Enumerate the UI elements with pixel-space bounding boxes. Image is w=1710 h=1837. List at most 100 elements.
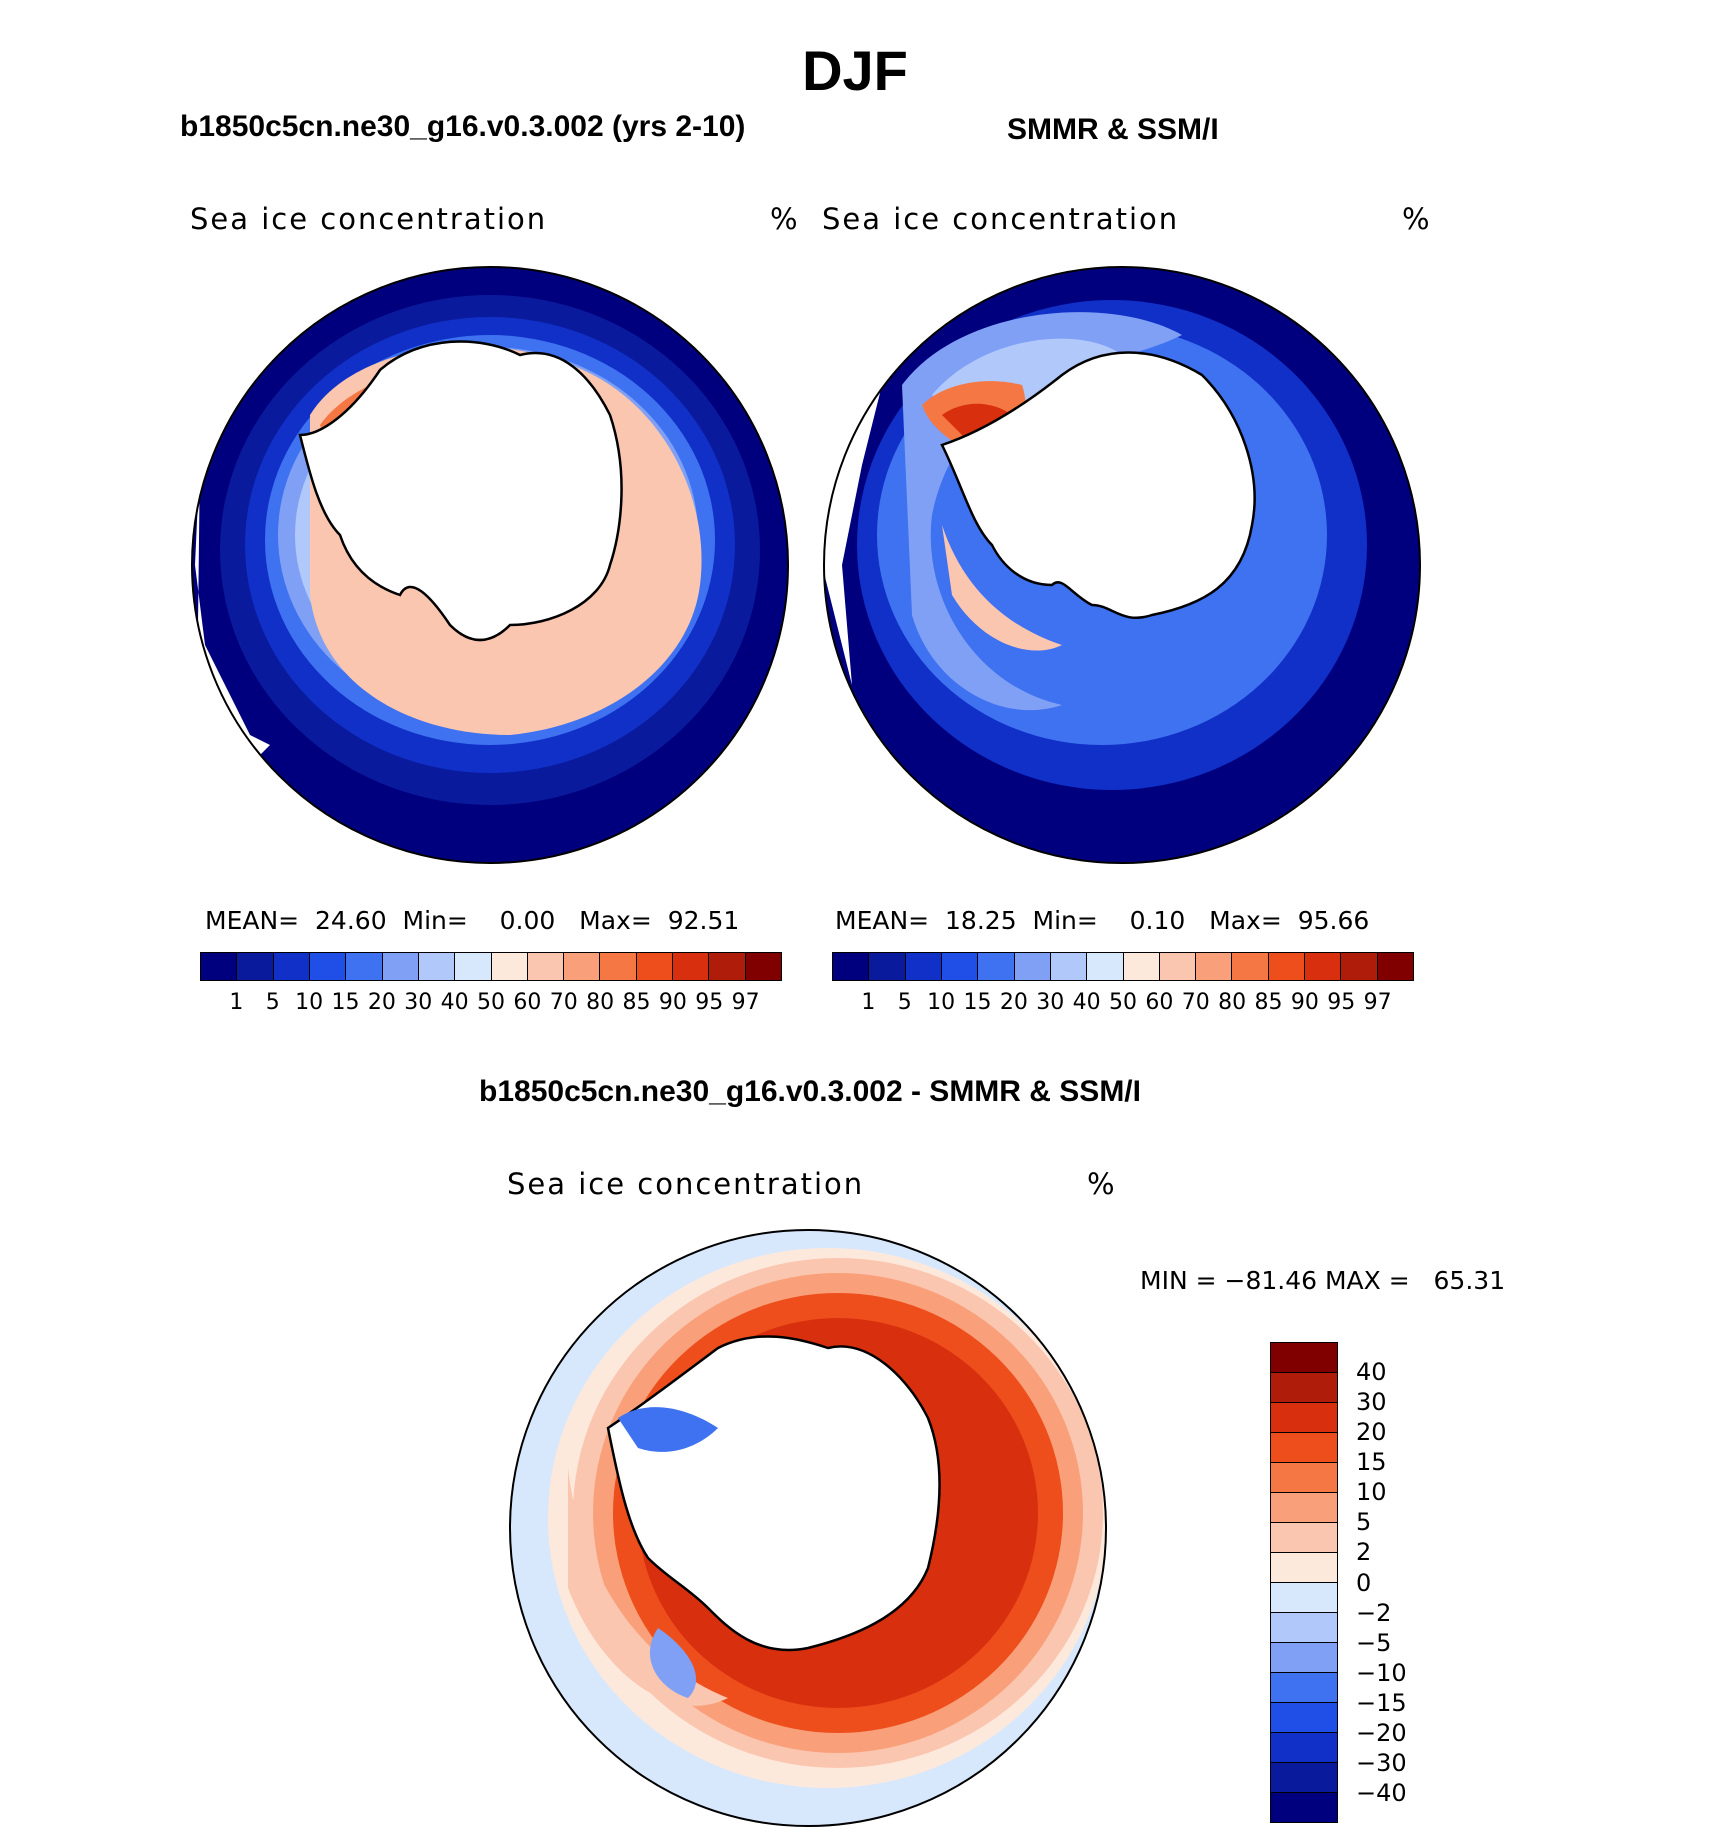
- panel-1-colorbar: [200, 952, 782, 981]
- colorbar-swatch: [346, 953, 383, 980]
- colorbar-tick-label: 15: [1356, 1448, 1387, 1477]
- colorbar-tick-label: 60: [1145, 990, 1174, 1015]
- colorbar-swatch: [1271, 1733, 1337, 1763]
- colorbar-tick-label: 85: [622, 990, 651, 1015]
- colorbar-swatch: [1123, 953, 1160, 980]
- colorbar-swatch: [636, 953, 674, 980]
- colorbar-tick-label: 97: [731, 990, 760, 1015]
- panel-3-title: b1850c5cn.ne30_g16.v0.3.002 - SMMR & SSM…: [479, 1075, 1141, 1108]
- colorbar-swatch: [237, 953, 274, 980]
- colorbar-swatch: [273, 953, 310, 980]
- antarctica-outline-1: [298, 340, 623, 642]
- colorbar-swatch: [1087, 953, 1124, 980]
- panel-2-colorbar: [832, 952, 1414, 981]
- colorbar-tick-label: 70: [1181, 990, 1210, 1015]
- colorbar-tick-label: 20: [367, 990, 396, 1015]
- colorbar-tick-label: 90: [1290, 990, 1319, 1015]
- colorbar-tick-label: 5: [1356, 1508, 1372, 1537]
- colorbar-tick-label: 50: [477, 990, 505, 1015]
- colorbar-swatch: [709, 953, 746, 980]
- colorbar-tick-label: 30: [1036, 990, 1065, 1015]
- colorbar-swatch: [833, 953, 870, 980]
- colorbar-tick-label: −5: [1356, 1628, 1392, 1657]
- colorbar-tick-label: −2: [1356, 1598, 1392, 1627]
- colorbar-swatch: [1271, 1373, 1337, 1403]
- colorbar-tick-label: 95: [695, 990, 724, 1015]
- colorbar-swatch: [600, 953, 637, 980]
- colorbar-tick-label: 60: [513, 990, 542, 1015]
- colorbar-tick-label: 50: [1109, 990, 1137, 1015]
- colorbar-tick-label: −10: [1356, 1658, 1407, 1687]
- colorbar-swatch: [745, 953, 781, 980]
- colorbar-tick-label: 95: [1327, 990, 1356, 1015]
- colorbar-swatch: [1271, 1463, 1337, 1493]
- colorbar-tick-label: 1: [861, 990, 876, 1015]
- colorbar-swatch: [418, 953, 456, 980]
- colorbar-swatch: [1271, 1343, 1337, 1373]
- colorbar-tick-label: 0: [1356, 1568, 1372, 1597]
- colorbar-swatch: [1271, 1523, 1337, 1553]
- colorbar-tick-label: 1: [229, 990, 244, 1015]
- colorbar-tick-label: 5: [897, 990, 912, 1015]
- colorbar-swatch: [869, 953, 906, 980]
- colorbar-swatch: [1305, 953, 1342, 980]
- panel-3-map: [509, 1229, 1107, 1827]
- colorbar-swatch: [673, 953, 710, 980]
- colorbar-tick-label: 70: [549, 990, 578, 1015]
- panel-1-stats: MEAN= 24.60 Min= 0.00 Max= 92.51: [205, 906, 740, 935]
- colorbar-swatch: [1271, 1613, 1337, 1643]
- colorbar-tick-label: −20: [1356, 1718, 1407, 1747]
- colorbar-swatch: [1271, 1763, 1337, 1793]
- colorbar-tick-label: 5: [265, 990, 280, 1015]
- colorbar-swatch: [905, 953, 942, 980]
- colorbar-swatch: [1341, 953, 1378, 980]
- colorbar-tick-label: 20: [999, 990, 1028, 1015]
- colorbar-tick-label: 40: [1072, 990, 1101, 1015]
- colorbar-tick-label: 80: [586, 990, 615, 1015]
- colorbar-swatch: [1271, 1493, 1337, 1523]
- panel-3-stats: MIN = −81.46 MAX = 65.31: [1140, 1266, 1506, 1295]
- panel-2-stats: MEAN= 18.25 Min= 0.10 Max= 95.66: [835, 906, 1370, 935]
- colorbar-tick-label: 40: [1356, 1358, 1387, 1387]
- panel-3-colorbar: [1270, 1342, 1338, 1823]
- colorbar-swatch: [382, 953, 419, 980]
- panel-2-title: SMMR & SSM/I: [1007, 113, 1219, 146]
- colorbar-swatch: [978, 953, 1015, 980]
- colorbar-tick-label: 30: [1356, 1388, 1387, 1417]
- colorbar-tick-label: 15: [331, 990, 360, 1015]
- panel-1-colorbar-ticks: 1 5 10 15 20 30 40 50 60 70 80 85 90 95 97: [200, 990, 782, 1020]
- figure-title: DJF: [802, 39, 908, 102]
- colorbar-tick-label: −40: [1356, 1778, 1407, 1807]
- panel-1-unit-label: %: [770, 202, 798, 236]
- colorbar-swatch: [491, 953, 528, 980]
- colorbar-tick-label: −30: [1356, 1748, 1407, 1777]
- panel-1-title: b1850c5cn.ne30_g16.v0.3.002 (yrs 2-10): [180, 110, 746, 143]
- colorbar-swatch: [1271, 1703, 1337, 1733]
- colorbar-swatch: [1014, 953, 1051, 980]
- antarctica-outline-2: [940, 351, 1256, 620]
- colorbar-tick-label: −15: [1356, 1688, 1407, 1717]
- colorbar-tick-label: 15: [963, 990, 992, 1015]
- colorbar-tick-label: 10: [1356, 1478, 1387, 1507]
- colorbar-tick-label: 80: [1218, 990, 1247, 1015]
- colorbar-tick-label: 40: [440, 990, 469, 1015]
- colorbar-tick-label: 10: [295, 990, 324, 1015]
- panel-2-unit-label: %: [1402, 202, 1430, 236]
- colorbar-tick-label: 10: [927, 990, 956, 1015]
- colorbar-swatch: [1050, 953, 1088, 980]
- colorbar-swatch: [1271, 1403, 1337, 1433]
- colorbar-tick-label: 97: [1363, 990, 1392, 1015]
- colorbar-swatch: [309, 953, 347, 980]
- colorbar-swatch: [1159, 953, 1197, 980]
- panel-1-map: [191, 266, 789, 864]
- colorbar-swatch: [1232, 953, 1269, 980]
- panel-3-unit-label: %: [1087, 1167, 1115, 1201]
- panel-2-variable-label: Sea ice concentration: [822, 202, 1180, 236]
- colorbar-swatch: [1271, 1583, 1337, 1613]
- colorbar-tick-label: 30: [404, 990, 433, 1015]
- colorbar-swatch: [1377, 953, 1413, 980]
- panel-3-variable-label: Sea ice concentration: [507, 1167, 865, 1201]
- colorbar-swatch: [1271, 1553, 1337, 1583]
- colorbar-tick-label: 2: [1356, 1538, 1372, 1567]
- colorbar-swatch: [941, 953, 979, 980]
